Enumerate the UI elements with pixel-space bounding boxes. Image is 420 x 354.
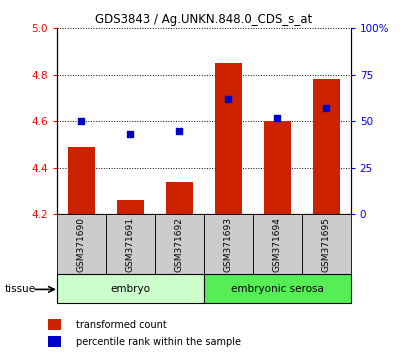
Bar [166, 182, 193, 214]
Text: percentile rank within the sample: percentile rank within the sample [76, 337, 241, 347]
Bar [68, 147, 94, 214]
Point [127, 131, 134, 137]
Text: GSM371694: GSM371694 [273, 217, 282, 272]
Bar [48, 319, 60, 330]
Bar [253, 214, 302, 274]
Bar [106, 214, 155, 274]
Text: GSM371693: GSM371693 [224, 217, 233, 272]
Point [274, 115, 281, 120]
Text: embryonic serosa: embryonic serosa [231, 284, 324, 293]
Bar [264, 121, 291, 214]
Title: GDS3843 / Ag.UNKN.848.0_CDS_s_at: GDS3843 / Ag.UNKN.848.0_CDS_s_at [95, 13, 312, 26]
Point [225, 96, 231, 102]
Point [323, 105, 330, 111]
Point [78, 118, 84, 124]
Bar [117, 200, 144, 214]
Text: GSM371690: GSM371690 [77, 217, 86, 272]
Text: GSM371692: GSM371692 [175, 217, 184, 272]
Bar [155, 214, 204, 274]
Bar [313, 79, 340, 214]
Bar [57, 214, 106, 274]
Text: embryo: embryo [110, 284, 150, 293]
Text: transformed count: transformed count [76, 320, 167, 330]
Text: GSM371691: GSM371691 [126, 217, 135, 272]
Bar [215, 63, 241, 214]
Text: tissue: tissue [4, 284, 35, 294]
Point [176, 128, 183, 133]
Bar [57, 274, 204, 303]
Bar [302, 214, 351, 274]
Bar [204, 214, 253, 274]
Bar [204, 274, 351, 303]
Text: GSM371695: GSM371695 [322, 217, 331, 272]
Bar [48, 336, 60, 347]
